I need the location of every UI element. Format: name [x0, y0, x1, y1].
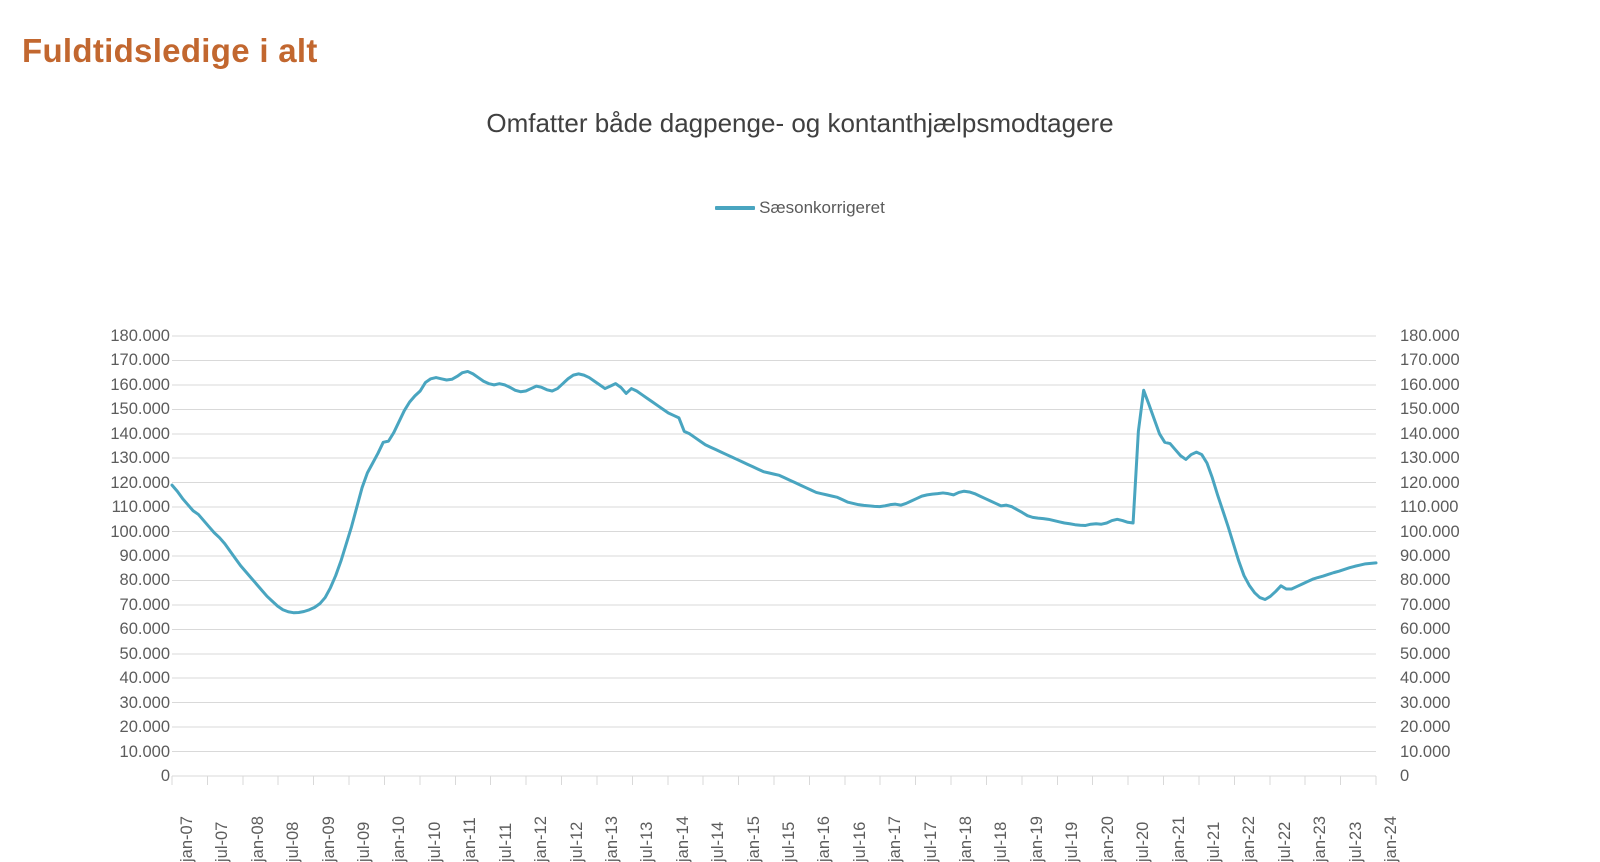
y-axis-tick-label-right: 20.000: [1400, 717, 1451, 736]
x-axis-tick-label: jul-09: [355, 821, 374, 862]
y-axis-tick-label-right: 40.000: [1400, 668, 1451, 687]
x-axis-tick-label: jul-08: [284, 821, 303, 862]
x-axis-tick-label: jan-20: [1098, 816, 1117, 862]
y-axis-tick-label-left: 130.000: [110, 448, 170, 467]
y-axis-tick-label-left: 170.000: [110, 351, 170, 370]
x-axis-tick-label: jan-24: [1382, 816, 1400, 862]
x-axis-tick-label: jan-08: [248, 816, 267, 862]
y-axis-tick-label-left: 20.000: [119, 717, 170, 736]
gridlines: [172, 335, 1376, 777]
y-axis-right-labels: 180.000 170.000 160.000 150.000 140.000 130.0…: [1400, 90, 1505, 790]
y-axis-tick-label-left: 80.000: [119, 571, 170, 590]
x-axis-tick-label: jan-07: [178, 816, 196, 862]
x-axis-tick-label: jan-15: [744, 816, 763, 862]
x-axis-tick-label: jul-13: [638, 821, 657, 862]
x-axis-tick-label: jul-14: [709, 821, 728, 862]
y-axis-tick-label-left: 160.000: [110, 375, 170, 394]
x-axis-tick-label: jul-23: [1346, 821, 1365, 862]
x-axis-tick-label: jan-10: [390, 816, 409, 862]
y-axis-tick-label-right: 30.000: [1400, 693, 1451, 712]
x-axis-tick-label: jul-19: [1063, 821, 1082, 862]
y-axis-tick-label-left: 140.000: [110, 424, 170, 443]
x-axis-tick-label: jan-22: [1240, 816, 1259, 862]
y-axis-tick-label-right: 60.000: [1400, 620, 1451, 639]
x-axis-tick-label: jan-16: [815, 816, 834, 862]
y-axis-tick-label-left: 180.000: [110, 326, 170, 345]
y-axis-tick-label-left: 120.000: [110, 473, 170, 492]
x-axis-tick-label: jan-12: [532, 816, 551, 862]
y-axis-tick-label-right: 150.000: [1400, 400, 1460, 419]
x-axis-tick-label: jul-17: [921, 821, 940, 862]
x-axis-tick-label: jan-19: [1027, 816, 1046, 862]
series-line-saesonkorrigeret: [170, 369, 1378, 615]
y-axis-tick-label-right: 120.000: [1400, 473, 1460, 492]
x-axis-tick-label: jan-09: [319, 816, 338, 862]
y-axis-tick-label-left: 100.000: [110, 522, 170, 541]
plot-area: 180.000 170.000 160.000 150.000 140.000 130.0…: [0, 90, 1600, 862]
x-axis-tick-label: jan-18: [957, 816, 976, 862]
x-axis-tick-label: jul-12: [567, 821, 586, 862]
x-axis-labels: jan-07 jul-07 jan-08 jul-08 jan-09 jul-09 jan-…: [0, 90, 1600, 862]
chart-svg: [170, 335, 1378, 785]
y-axis-tick-label-left: 30.000: [119, 693, 170, 712]
y-axis-tick-label-right: 130.000: [1400, 448, 1460, 467]
y-axis-tick-label-right: 10.000: [1400, 742, 1451, 761]
x-axis-tick-label: jul-16: [850, 821, 869, 862]
y-axis-tick-label-right: 50.000: [1400, 644, 1451, 663]
x-axis-tick-label: jul-22: [1275, 821, 1294, 862]
y-axis-tick-label-right: 180.000: [1400, 326, 1460, 345]
legend-label: Sæsonkorrigeret: [759, 198, 885, 217]
legend-item-saesonkorrigeret[interactable]: Sæsonkorrigeret: [715, 198, 885, 218]
x-axis-tick-label: jan-21: [1169, 816, 1188, 862]
x-axis-tick-label: jul-11: [496, 822, 515, 862]
y-axis-tick-label-right: 170.000: [1400, 351, 1460, 370]
y-axis-tick-label-right: 100.000: [1400, 522, 1460, 541]
y-axis-tick-label-right: 90.000: [1400, 546, 1451, 565]
y-axis-tick-label-left: 110.000: [111, 497, 170, 516]
y-axis-tick-label-right: 0: [1400, 766, 1410, 785]
x-axis-tick-label: jul-20: [1134, 821, 1153, 862]
chart-legend: Sæsonkorrigeret: [0, 198, 1600, 218]
y-axis-tick-label-left: 150.000: [110, 400, 170, 419]
x-axis-tick-label: jul-07: [213, 821, 232, 862]
x-axis-tick-label: jul-18: [992, 821, 1011, 862]
chart-subtitle: Omfatter både dagpenge- og kontanthjælps…: [486, 108, 1114, 138]
y-axis-left-labels: 180.000 170.000 160.000 150.000 140.000 130.0…: [65, 90, 170, 790]
y-axis-tick-label-left: 40.000: [119, 668, 170, 687]
x-axis-tick-label: jan-11: [461, 817, 480, 862]
y-axis-tick-label-right: 160.000: [1400, 375, 1460, 394]
x-axis-tick-label: jul-21: [1204, 821, 1223, 862]
y-axis-tick-label-left: 70.000: [119, 595, 170, 614]
x-tick-marks: [171, 776, 1377, 785]
y-axis-tick-label-right: 70.000: [1400, 595, 1451, 614]
y-axis-tick-label-right: 140.000: [1400, 424, 1460, 443]
y-axis-tick-label-left: 10.000: [119, 742, 170, 761]
y-axis-tick-label-left: 60.000: [119, 620, 170, 639]
x-axis-tick-label: jan-23: [1311, 816, 1330, 862]
x-axis-tick-label: jul-15: [780, 821, 798, 862]
x-axis-tick-label: jan-17: [886, 816, 905, 862]
y-axis-tick-label-right: 110.000: [1400, 497, 1459, 516]
chart-container: Omfatter både dagpenge- og kontanthjælps…: [0, 90, 1600, 862]
y-axis-tick-label-left: 90.000: [119, 546, 170, 565]
x-axis-tick-label: jan-13: [602, 816, 621, 862]
legend-line-swatch: [715, 206, 756, 210]
y-axis-tick-label-left: 0: [160, 766, 170, 785]
y-axis-tick-label-right: 80.000: [1400, 571, 1451, 590]
page-title: Fuldtidsledige i alt: [22, 32, 318, 69]
x-axis-tick-label: jan-14: [673, 816, 692, 862]
x-axis-tick-label: jul-10: [425, 821, 444, 862]
y-axis-tick-label-left: 50.000: [119, 644, 170, 663]
